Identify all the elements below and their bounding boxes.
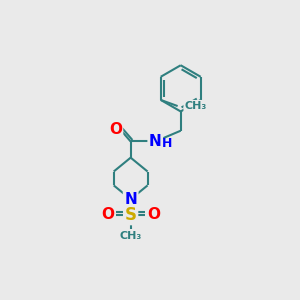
Text: CH₃: CH₃ (184, 101, 207, 111)
Text: H: H (162, 136, 172, 149)
Text: N: N (124, 192, 137, 207)
Text: O: O (101, 207, 114, 222)
Text: O: O (147, 207, 160, 222)
Text: N: N (149, 134, 162, 149)
Text: O: O (109, 122, 122, 137)
Text: S: S (125, 206, 137, 224)
Text: CH₃: CH₃ (119, 231, 142, 241)
